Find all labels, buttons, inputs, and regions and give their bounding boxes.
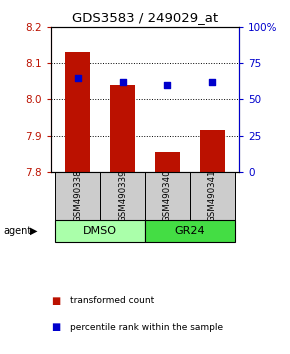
Point [210,79,215,85]
Text: ■: ■ [51,296,60,306]
Text: GSM490338: GSM490338 [73,170,82,222]
Text: ▶: ▶ [30,226,38,236]
Bar [65,52,90,172]
Text: GSM490341: GSM490341 [208,170,217,222]
Bar [190,172,235,220]
Bar [110,85,135,172]
Text: DMSO: DMSO [83,226,117,236]
Bar [55,220,145,242]
Point [165,82,170,88]
Point [75,75,80,80]
Bar [145,172,190,220]
Bar [145,220,235,242]
Bar [100,172,145,220]
Text: agent: agent [3,226,31,236]
Text: transformed count: transformed count [70,296,154,306]
Point [120,79,125,85]
Text: percentile rank within the sample: percentile rank within the sample [70,323,223,332]
Text: GSM490340: GSM490340 [163,170,172,222]
Bar [200,130,225,172]
Text: GSM490339: GSM490339 [118,170,127,222]
Title: GDS3583 / 249029_at: GDS3583 / 249029_at [72,11,218,24]
Bar [155,152,180,172]
Text: ■: ■ [51,322,60,332]
Text: GR24: GR24 [175,226,205,236]
Bar [55,172,100,220]
